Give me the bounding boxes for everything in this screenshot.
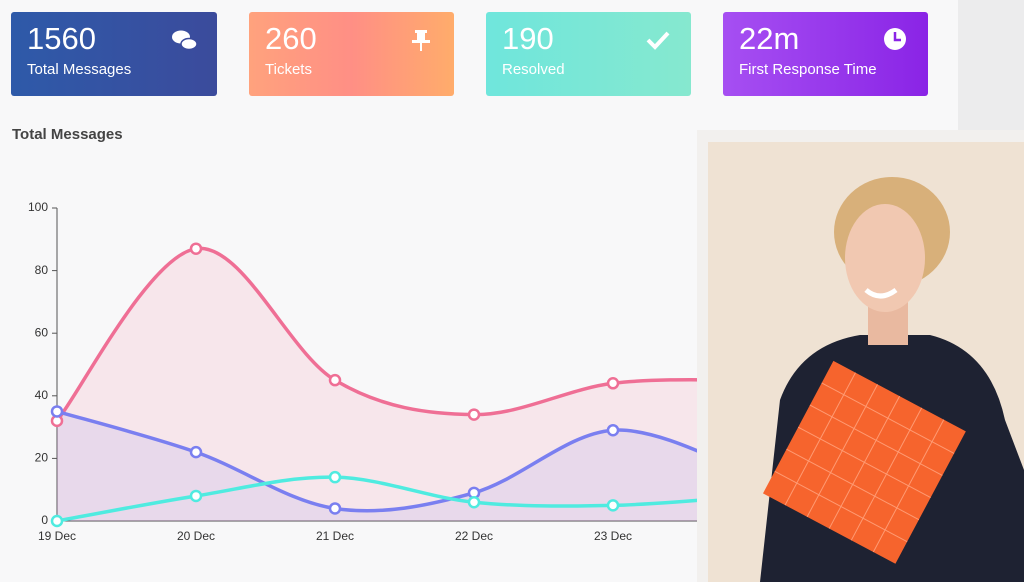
point bbox=[606, 499, 620, 512]
x-tick-label: 23 Dec bbox=[594, 529, 632, 543]
clock-icon bbox=[884, 28, 906, 50]
face bbox=[845, 204, 925, 312]
x-tick-label: 19 Dec bbox=[38, 529, 76, 543]
x-tick-label: 21 Dec bbox=[316, 529, 354, 543]
card-label: Total Messages bbox=[27, 61, 131, 78]
y-tick-label: 80 bbox=[35, 263, 49, 277]
area bbox=[57, 411, 752, 521]
card-bg bbox=[486, 12, 691, 96]
point bbox=[189, 489, 203, 503]
smile bbox=[864, 287, 898, 299]
point bbox=[328, 470, 342, 484]
card-bg bbox=[723, 12, 928, 96]
check-icon bbox=[646, 31, 670, 50]
y-tick-label: 60 bbox=[35, 325, 49, 339]
side-panel bbox=[958, 0, 1024, 130]
point bbox=[189, 445, 203, 459]
pin-icon bbox=[412, 30, 430, 51]
point bbox=[189, 242, 203, 255]
card-value: 1560 bbox=[27, 21, 96, 56]
card: 1560 Total Messages bbox=[11, 12, 217, 96]
card-bg bbox=[249, 12, 454, 96]
y-tick-label: 40 bbox=[35, 388, 49, 402]
chat-icon bbox=[172, 30, 198, 51]
point bbox=[606, 423, 620, 437]
line bbox=[56, 475, 753, 523]
y-tick-label: 0 bbox=[41, 513, 48, 527]
point bbox=[328, 502, 342, 515]
card-value: 190 bbox=[502, 21, 554, 56]
card-label: Resolved bbox=[502, 61, 565, 78]
card: 190 Resolved bbox=[486, 12, 691, 96]
point bbox=[50, 514, 64, 528]
y-tick-label: 100 bbox=[28, 200, 48, 214]
y-tick-label: 20 bbox=[35, 451, 49, 465]
plot: 0 20 40 60 80 100 19 Dec 20 Dec 21 Dec 22 Dec 23 D… bbox=[28, 200, 1024, 543]
point bbox=[606, 377, 620, 390]
point bbox=[50, 405, 64, 418]
point bbox=[467, 495, 481, 509]
x-tick-label: 22 Dec bbox=[455, 529, 493, 543]
card-label: First Response Time bbox=[739, 61, 877, 78]
photo bbox=[697, 130, 1024, 582]
card-bg bbox=[11, 12, 217, 96]
card-value: 22m bbox=[739, 21, 799, 56]
card: 260 Tickets bbox=[249, 12, 454, 96]
card-value: 260 bbox=[265, 21, 317, 56]
folder bbox=[762, 360, 966, 564]
chart-title: Total Messages bbox=[12, 126, 123, 143]
card-label: Tickets bbox=[265, 61, 312, 78]
point bbox=[328, 373, 342, 387]
x-tick-label: 20 Dec bbox=[177, 529, 215, 543]
area bbox=[57, 248, 752, 521]
point bbox=[467, 408, 481, 421]
line bbox=[56, 409, 753, 513]
card: 22m First Response Time bbox=[723, 12, 928, 96]
